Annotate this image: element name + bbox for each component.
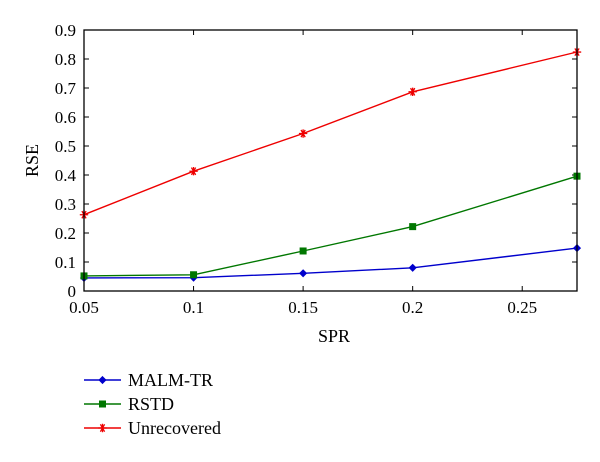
series-rstd [80, 172, 581, 280]
y-tick-label: 0.5 [55, 137, 76, 156]
legend: MALM-TR RSTD Unrecovered [84, 370, 221, 438]
x-tick-label: 0.05 [69, 298, 99, 317]
x-tick-label: 0.2 [402, 298, 423, 317]
data-point [409, 223, 417, 231]
y-tick-label: 0.2 [55, 224, 76, 243]
y-tick-label: 0.3 [55, 195, 76, 214]
y-tick-label: 0.4 [55, 166, 77, 185]
data-point [190, 271, 198, 279]
x-tick-label: 0.1 [183, 298, 204, 317]
series-malm-tr [79, 244, 582, 283]
legend-item: Unrecovered [84, 418, 221, 438]
data-point [189, 167, 198, 176]
series-lines [79, 47, 582, 283]
x-axis-label: SPR [318, 326, 350, 346]
legend-label: Unrecovered [128, 418, 221, 438]
y-tick-label: 0.6 [55, 108, 76, 127]
series-line [83, 51, 578, 216]
axis-ticks [83, 29, 577, 292]
legend-item: MALM-TR [84, 370, 213, 390]
x-tick-label: 0.15 [288, 298, 318, 317]
data-point [298, 129, 308, 138]
y-tick-label: 0.8 [55, 50, 76, 69]
y-tick-label: 0.9 [55, 21, 76, 40]
data-point [408, 87, 417, 96]
legend-marker [98, 375, 107, 385]
plot-frame [83, 29, 578, 292]
data-point [299, 269, 308, 278]
legend-marker [99, 400, 106, 408]
series-line [83, 175, 578, 277]
y-tick-label: 0.7 [55, 79, 77, 98]
data-point [299, 247, 307, 255]
data-point [408, 263, 417, 272]
y-tick-label: 0.1 [55, 253, 76, 272]
series-unrecovered [79, 47, 582, 219]
tick-labels: 0 0.1 0.2 0.3 0.4 0.5 0.6 0.7 0.8 0.9 0.05 0.1 0.15 0… [55, 21, 537, 317]
y-axis-label: RSE [22, 144, 42, 177]
y-tick-label: 0 [68, 282, 77, 301]
x-tick-label: 0.25 [507, 298, 537, 317]
legend-label: RSTD [128, 394, 174, 414]
legend-item: RSTD [84, 394, 174, 414]
legend-marker [98, 423, 107, 433]
legend-label: MALM-TR [128, 370, 213, 390]
series-line [83, 247, 578, 279]
